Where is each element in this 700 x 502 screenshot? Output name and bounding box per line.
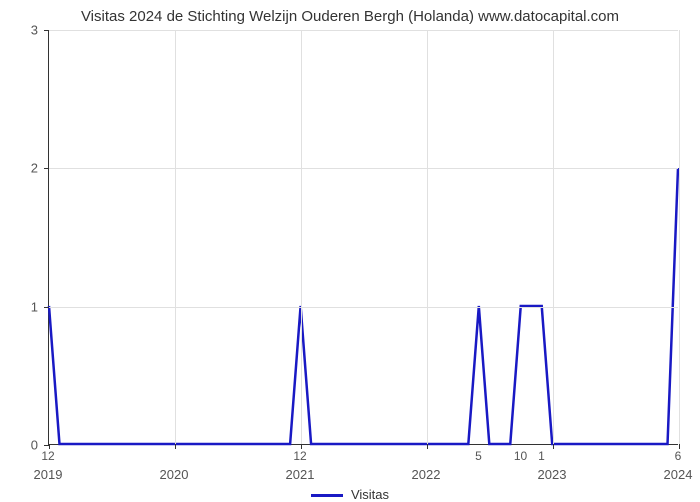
gridline-h (49, 307, 678, 308)
gridline-v (301, 30, 302, 444)
ytick-label: 0 (31, 438, 38, 453)
data-point-label: 6 (675, 449, 682, 463)
xtick-label: 2021 (286, 467, 315, 482)
gridline-v (553, 30, 554, 444)
plot-area (48, 30, 678, 445)
data-point-label: 1 (538, 449, 545, 463)
gridline-h (49, 30, 678, 31)
ytick-mark (44, 307, 49, 308)
ytick-label: 2 (31, 161, 38, 176)
xtick-label: 2024 (664, 467, 693, 482)
xtick-mark (175, 444, 176, 449)
data-point-label: 10 (514, 449, 527, 463)
line-chart-svg (49, 30, 678, 444)
data-point-label: 5 (475, 449, 482, 463)
ytick-mark (44, 30, 49, 31)
xtick-label: 2019 (34, 467, 63, 482)
xtick-label: 2023 (538, 467, 567, 482)
xtick-label: 2020 (160, 467, 189, 482)
xtick-label: 2022 (412, 467, 441, 482)
data-point-label: 12 (293, 449, 306, 463)
ytick-mark (44, 168, 49, 169)
ytick-label: 1 (31, 299, 38, 314)
gridline-v (175, 30, 176, 444)
gridline-v (679, 30, 680, 444)
legend-swatch (311, 494, 343, 497)
xtick-mark (427, 444, 428, 449)
chart-title: Visitas 2024 de Stichting Welzijn Oudere… (0, 8, 700, 25)
data-point-label: 12 (41, 449, 54, 463)
ytick-label: 3 (31, 23, 38, 38)
gridline-v (427, 30, 428, 444)
gridline-h (49, 168, 678, 169)
xtick-mark (553, 444, 554, 449)
